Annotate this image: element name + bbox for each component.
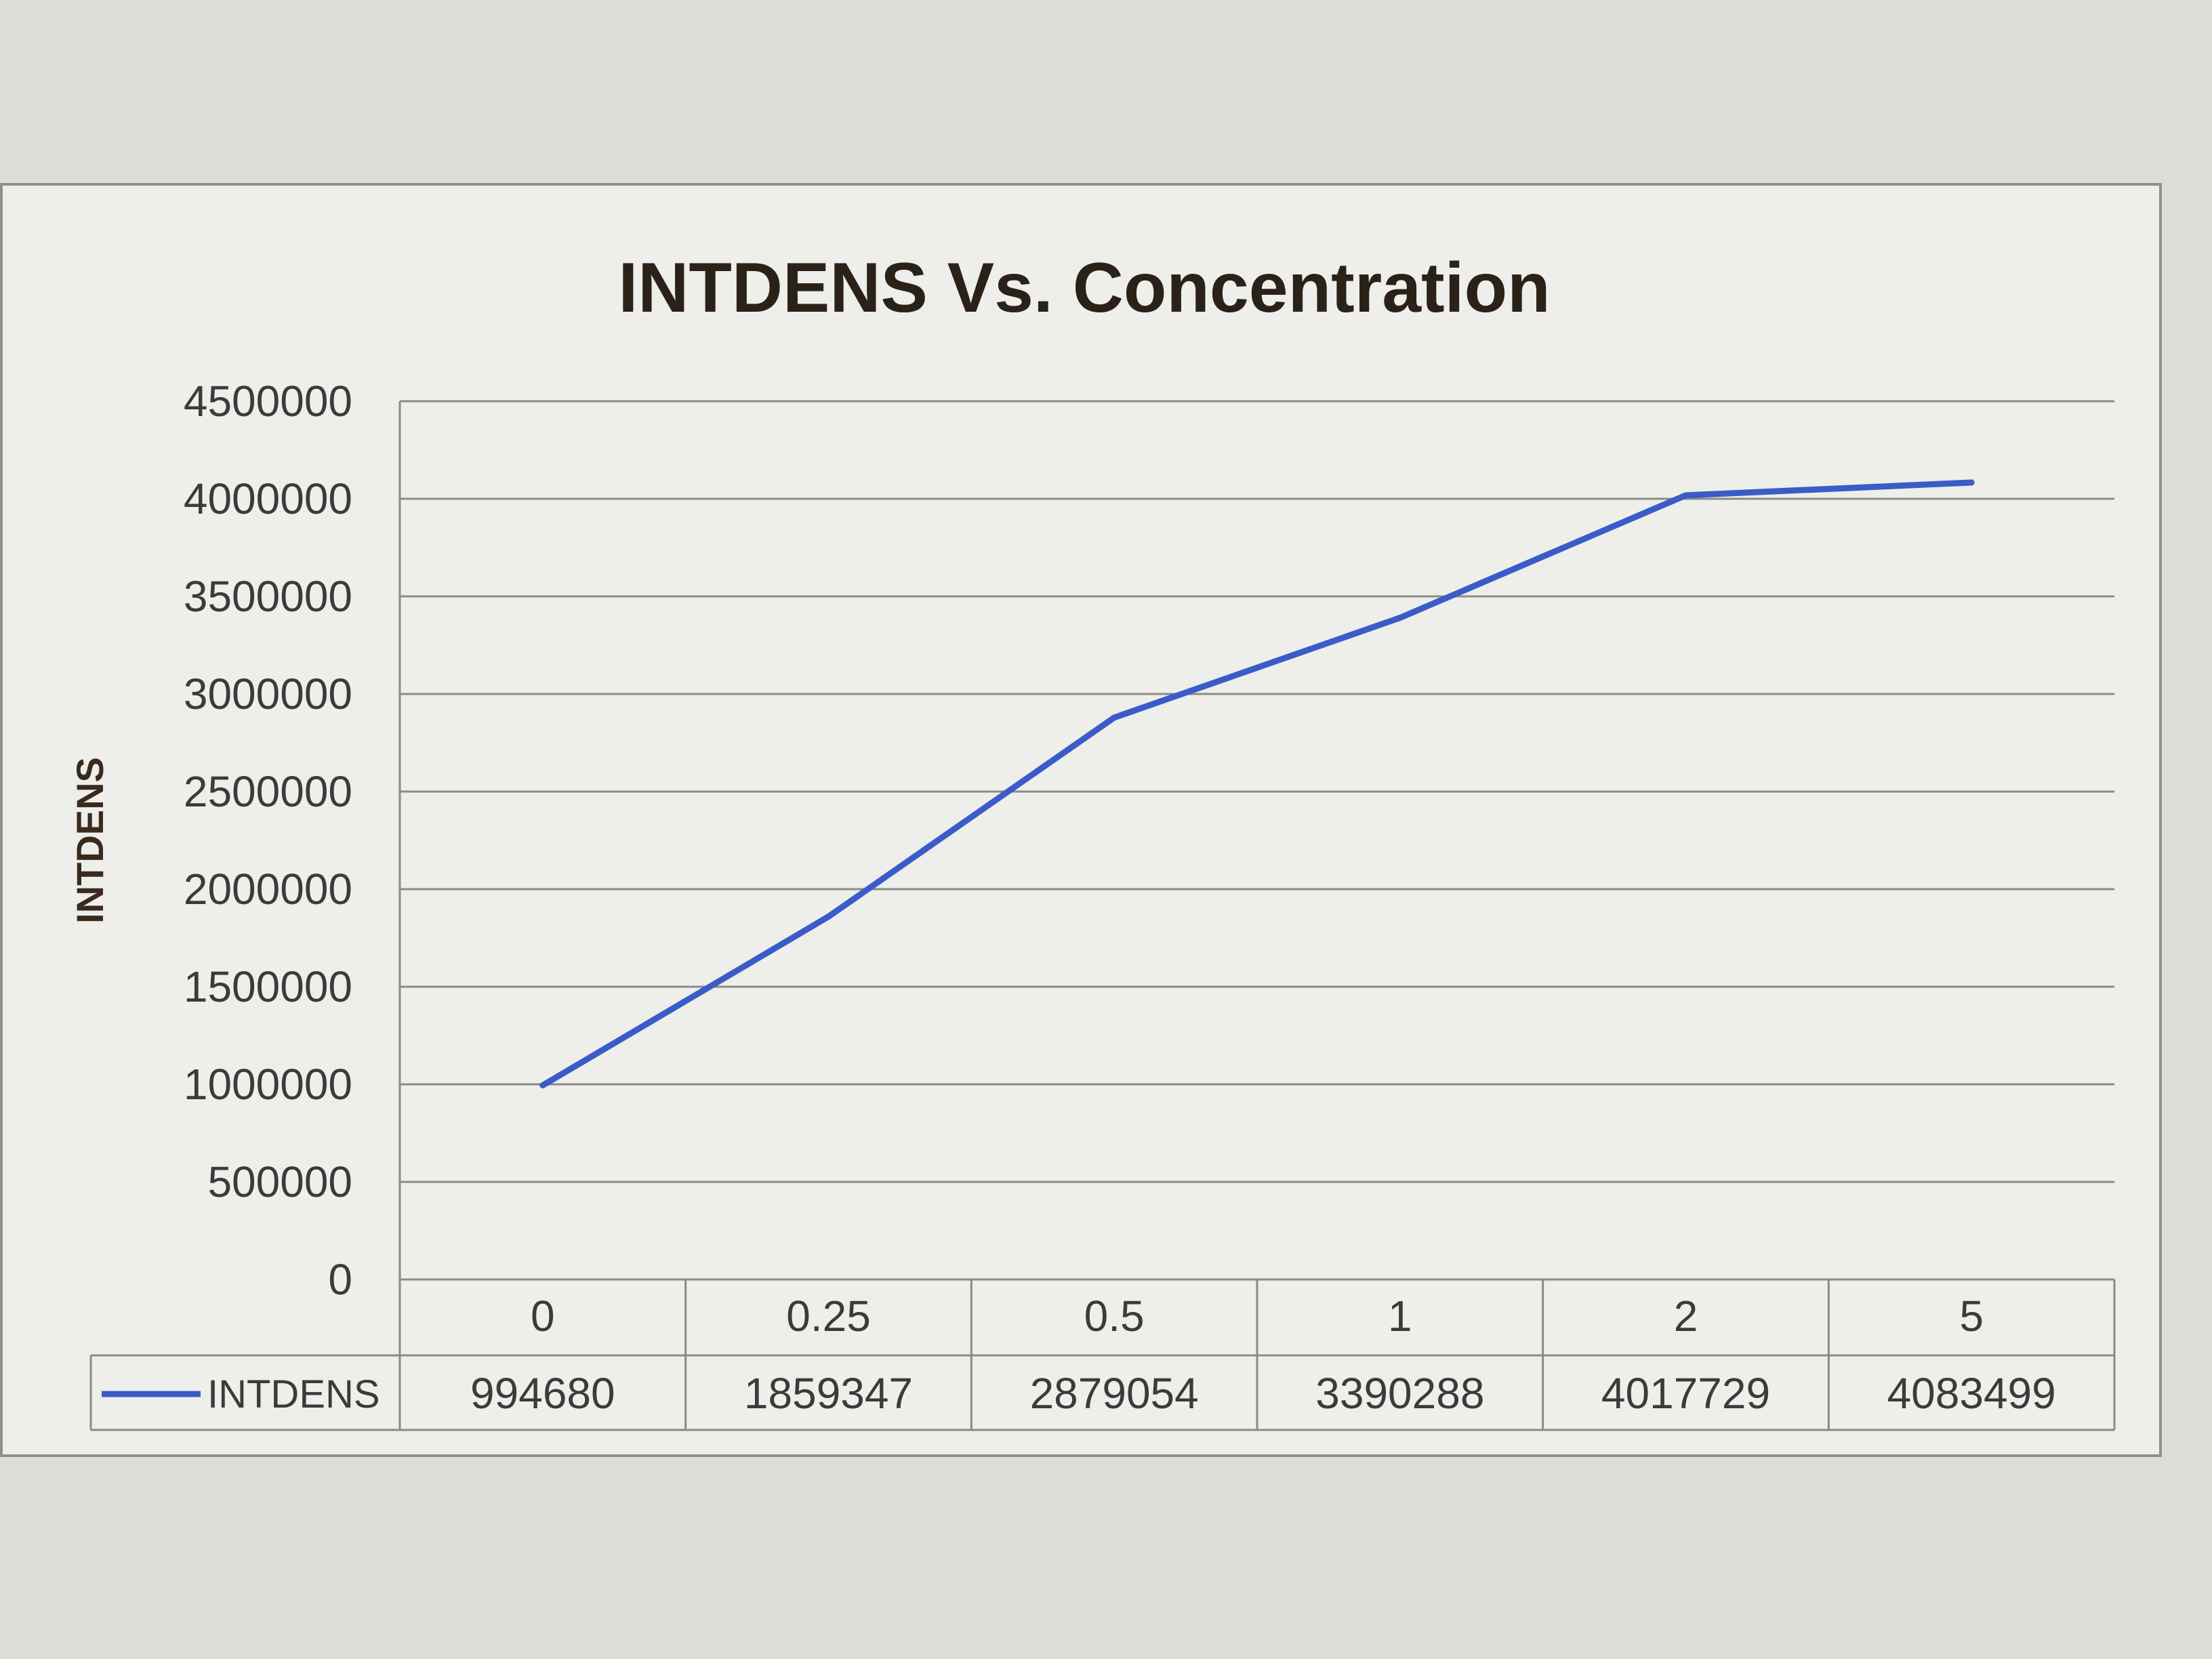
- data-point: [1685, 494, 1687, 496]
- data-point: [1399, 617, 1401, 619]
- legend-label: INTDENS: [207, 1372, 380, 1416]
- data-table-value: 2879054: [1030, 1369, 1199, 1418]
- y-tick-label: 4000000: [184, 474, 352, 523]
- data-point: [827, 916, 830, 918]
- data-point: [1971, 481, 1973, 483]
- data-table-value: 3390288: [1315, 1369, 1484, 1418]
- data-table-value: 1859347: [744, 1369, 913, 1418]
- data-point: [541, 1084, 544, 1086]
- y-axis-label: INTDENS: [68, 757, 111, 924]
- y-tick-label: 4500000: [184, 377, 352, 426]
- data-table-value: 4017729: [1601, 1369, 1770, 1418]
- x-category-label: 0: [531, 1292, 555, 1340]
- data-point: [1113, 716, 1115, 718]
- series-line-intdens: [539, 479, 1975, 1089]
- x-category-label: 0.25: [786, 1292, 871, 1340]
- y-tick-label: 500000: [207, 1158, 352, 1206]
- y-tick-label: 3000000: [184, 670, 352, 718]
- data-table: 0 0.25 0.5 1 2 5 INTDENS 994680 1859347 2879054 33…: [89, 1278, 2116, 1431]
- data-table-value: 994680: [470, 1369, 615, 1418]
- x-category-label: 1: [1388, 1292, 1412, 1340]
- y-tick-label: 1500000: [184, 962, 352, 1011]
- series-layer: [539, 479, 1975, 1089]
- y-tick-label: 2500000: [184, 767, 352, 816]
- y-tick-label: 2000000: [184, 865, 352, 914]
- y-tick-labels: 4500000 4000000 3500000 3000000 2500000 20000…: [184, 377, 352, 1304]
- y-tick-label: 0: [328, 1255, 352, 1304]
- chart-title: INTDENS Vs. Concentration: [618, 249, 1550, 327]
- y-tick-label: 1000000: [184, 1060, 352, 1109]
- gridlines: [398, 400, 2114, 1281]
- y-tick-label: 3500000: [184, 572, 352, 621]
- chart-frame: [0, 183, 2162, 1457]
- data-table-value: 4083499: [1887, 1369, 2056, 1418]
- x-category-label: 0.5: [1084, 1292, 1145, 1340]
- x-category-label: 5: [1959, 1292, 1984, 1340]
- x-category-label: 2: [1674, 1292, 1698, 1340]
